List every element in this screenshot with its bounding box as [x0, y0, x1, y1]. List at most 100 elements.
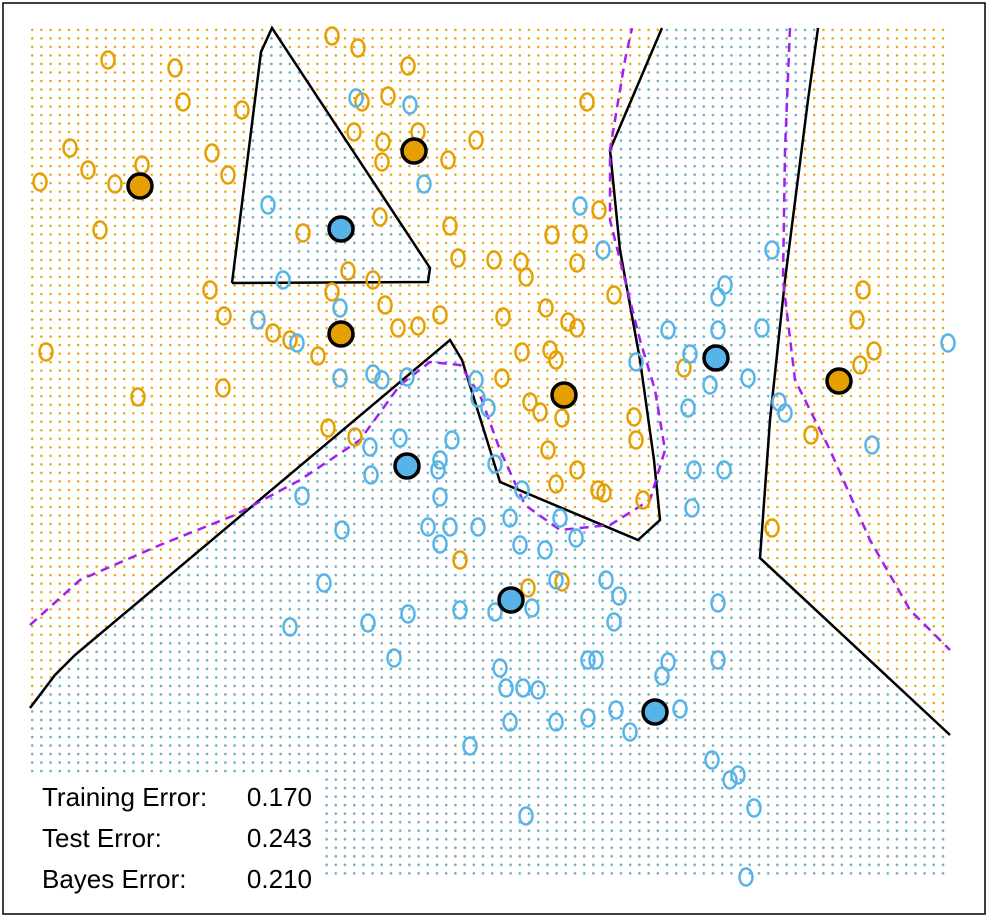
point: [855, 280, 871, 300]
point: [487, 602, 503, 622]
point: [167, 58, 183, 78]
bayes-boundary: [781, 27, 951, 651]
point: [518, 267, 534, 287]
point: [764, 518, 780, 538]
point: [704, 750, 720, 770]
point: [462, 736, 478, 756]
point: [390, 318, 406, 338]
decision-boundary: [230, 25, 432, 285]
point: [682, 344, 698, 364]
point: [363, 465, 379, 485]
point: [684, 498, 700, 518]
point: [202, 280, 218, 300]
point: [628, 430, 644, 450]
point: [416, 174, 432, 194]
point: [596, 483, 612, 503]
point: [746, 798, 762, 818]
point: [608, 700, 624, 720]
point: [282, 617, 298, 637]
point: [532, 402, 548, 422]
point: [324, 282, 340, 302]
point: [777, 403, 793, 423]
point: [580, 708, 596, 728]
point: [386, 648, 402, 668]
point: [294, 486, 310, 506]
region: [232, 28, 430, 283]
error-value: 0.170: [247, 782, 312, 812]
error-value: 0.210: [247, 864, 312, 894]
point: [710, 650, 726, 670]
point: [702, 375, 718, 395]
point: [234, 100, 250, 120]
point: [716, 460, 732, 480]
point: [487, 454, 503, 474]
point: [849, 310, 865, 330]
point: [622, 722, 638, 742]
point: [515, 678, 531, 698]
point: [310, 346, 326, 366]
point: [628, 352, 644, 372]
prototype: [400, 137, 428, 165]
point: [803, 425, 819, 445]
point: [754, 318, 770, 338]
prototype: [641, 698, 669, 726]
prototype: [327, 320, 355, 348]
point: [544, 225, 560, 245]
point: [374, 370, 390, 390]
point: [260, 195, 276, 215]
point: [548, 712, 564, 732]
point: [348, 88, 364, 108]
point: [568, 528, 584, 548]
point: [940, 333, 956, 353]
point: [580, 650, 596, 670]
point: [372, 207, 388, 227]
point: [710, 593, 726, 613]
legend-background: [30, 775, 322, 885]
error-label: Test Error:: [42, 823, 162, 853]
point: [80, 160, 96, 180]
point: [524, 598, 540, 618]
prototype: [126, 172, 154, 200]
point: [569, 318, 585, 338]
point: [452, 600, 468, 620]
point: [522, 392, 538, 412]
point: [220, 165, 236, 185]
point: [450, 248, 466, 268]
point: [204, 143, 220, 163]
prototype: [497, 586, 525, 614]
point: [520, 578, 536, 598]
point: [626, 407, 642, 427]
point: [569, 460, 585, 480]
point: [591, 200, 607, 220]
point: [360, 613, 376, 633]
point: [92, 220, 108, 240]
point: [444, 430, 460, 450]
point: [554, 572, 570, 592]
point: [498, 678, 514, 698]
point: [710, 320, 726, 340]
point: [250, 310, 266, 330]
prototype: [702, 344, 730, 372]
point: [588, 650, 604, 670]
point: [530, 680, 546, 700]
point: [410, 316, 426, 336]
point: [107, 174, 123, 194]
point: [866, 341, 882, 361]
point: [598, 570, 614, 590]
point: [738, 867, 754, 887]
point: [340, 261, 356, 281]
prototype: [393, 452, 421, 480]
point: [518, 806, 534, 826]
point: [295, 223, 311, 243]
point: [660, 320, 676, 340]
point: [512, 535, 528, 555]
point: [400, 604, 416, 624]
point: [635, 490, 651, 510]
point: [440, 150, 456, 170]
point: [216, 306, 232, 326]
point: [289, 333, 305, 353]
point: [569, 253, 585, 273]
point: [130, 387, 146, 407]
error-value: 0.243: [247, 823, 312, 853]
